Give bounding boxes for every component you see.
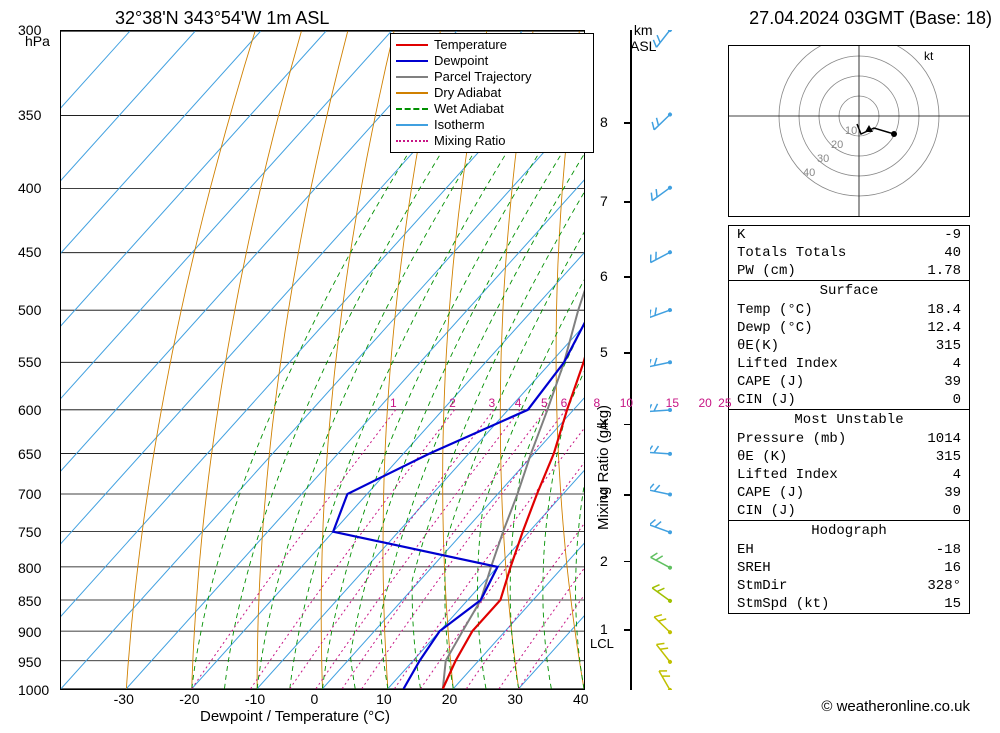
legend-item: Dry Adiabat: [396, 85, 588, 101]
temp-tick: -20: [179, 691, 199, 707]
temp-tick: 10: [376, 691, 392, 707]
mixratio-value: 5: [541, 396, 548, 410]
params-row: Pressure (mb)1014: [729, 430, 969, 448]
params-row: CAPE (J)39: [729, 373, 969, 391]
km-tick: 1: [600, 621, 608, 637]
params-row: θE (K)315: [729, 448, 969, 466]
pressure-tick: 550: [18, 354, 41, 370]
svg-text:40: 40: [803, 167, 815, 179]
mixratio-value: 20: [698, 396, 711, 410]
pressure-tick: 500: [18, 302, 41, 318]
temp-tick: -10: [245, 691, 265, 707]
params-header: Most Unstable: [729, 410, 969, 430]
pressure-tick: 400: [18, 180, 41, 196]
pressure-tick: 750: [18, 524, 41, 540]
temp-tick: 0: [311, 691, 319, 707]
datetime-title: 27.04.2024 03GMT (Base: 18): [749, 8, 992, 29]
params-row: Dewp (°C)12.4: [729, 319, 969, 337]
mixratio-value: 15: [666, 396, 679, 410]
params-header: Hodograph: [729, 521, 969, 541]
params-header: Surface: [729, 281, 969, 301]
mixratio-value: 6: [561, 396, 568, 410]
params-row: Lifted Index4: [729, 466, 969, 484]
km-tick: 8: [600, 114, 608, 130]
pressure-tick: 850: [18, 593, 41, 609]
svg-text:kt: kt: [924, 49, 934, 63]
params-row: StmDir328°: [729, 577, 969, 595]
windbarbs: [650, 30, 690, 690]
pressure-tick: 800: [18, 560, 41, 576]
mixratio-value: 8: [593, 396, 600, 410]
pressure-tick: 900: [18, 624, 41, 640]
legend-item: Isotherm: [396, 117, 588, 133]
svg-text:20: 20: [831, 139, 843, 151]
temp-tick: 20: [442, 691, 458, 707]
params-row: CIN (J)0: [729, 502, 969, 520]
temp-tick: 30: [507, 691, 523, 707]
pressure-tick: 1000: [18, 682, 49, 698]
legend-item: Parcel Trajectory: [396, 69, 588, 85]
pressure-tick: 450: [18, 244, 41, 260]
temp-tick: 40: [573, 691, 589, 707]
svg-text:10: 10: [845, 125, 857, 137]
params-row: SREH16: [729, 559, 969, 577]
params-row: CAPE (J)39: [729, 484, 969, 502]
copyright: © weatheronline.co.uk: [821, 698, 970, 715]
mixratio-value: 10: [620, 396, 633, 410]
svg-text:30: 30: [817, 153, 829, 165]
legend-item: Wet Adiabat: [396, 101, 588, 117]
params-row: StmSpd (kt)15: [729, 595, 969, 613]
km-tick: 2: [600, 553, 608, 569]
xaxis-label: Dewpoint / Temperature (°C): [200, 708, 390, 725]
params-row: PW (cm)1.78: [729, 262, 969, 280]
mixratio-value: 4: [515, 396, 522, 410]
km-tick: 7: [600, 193, 608, 209]
lcl-label: LCL: [590, 636, 614, 651]
mixratio-axis-label: Mixing Ratio (g/kg): [595, 405, 612, 530]
parameters-table: K-9Totals Totals40PW (cm)1.78SurfaceTemp…: [728, 225, 970, 614]
params-row: Temp (°C)18.4: [729, 301, 969, 319]
hodograph: 10203040 kt: [728, 45, 970, 217]
params-row: Lifted Index4: [729, 355, 969, 373]
params-row: Totals Totals40: [729, 244, 969, 262]
pressure-tick: 300: [18, 22, 41, 38]
legend: TemperatureDewpointParcel TrajectoryDry …: [390, 33, 594, 153]
pressure-tick: 650: [18, 446, 41, 462]
pressure-tick: 600: [18, 402, 41, 418]
params-row: θE(K)315: [729, 337, 969, 355]
mixratio-value: 2: [449, 396, 456, 410]
mixratio-value: 1: [390, 396, 397, 410]
params-row: EH-18: [729, 541, 969, 559]
mixratio-value: 3: [488, 396, 495, 410]
location-title: 32°38'N 343°54'W 1m ASL: [115, 8, 329, 29]
mixratio-value: 25: [718, 396, 731, 410]
km-tick: 5: [600, 344, 608, 360]
km-tick: 6: [600, 268, 608, 284]
params-row: CIN (J)0: [729, 391, 969, 409]
legend-item: Dewpoint: [396, 53, 588, 69]
legend-item: Mixing Ratio: [396, 133, 588, 149]
altitude-axis: 12345678: [590, 30, 645, 690]
pressure-tick: 950: [18, 654, 41, 670]
pressure-tick: 350: [18, 107, 41, 123]
pressure-tick: 700: [18, 486, 41, 502]
legend-item: Temperature: [396, 37, 588, 53]
params-row: K-9: [729, 226, 969, 244]
temp-tick: -30: [114, 691, 134, 707]
